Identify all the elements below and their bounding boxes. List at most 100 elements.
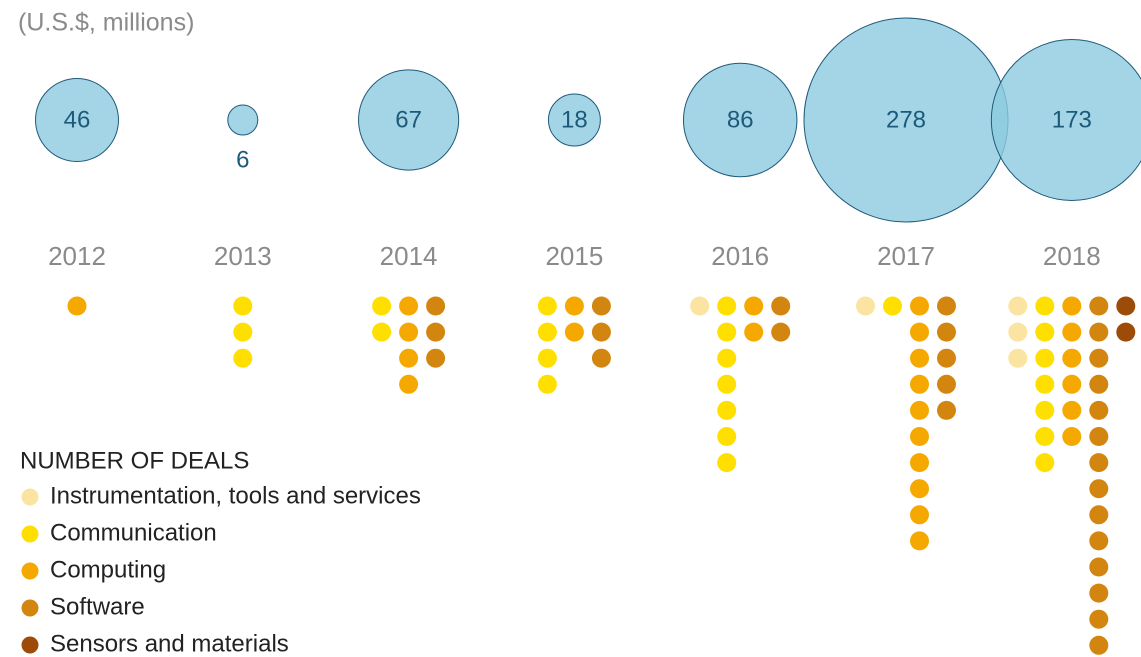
deal-dot [910, 296, 929, 316]
deal-dot [1089, 583, 1109, 603]
deal-dot [1089, 374, 1109, 394]
subtitle: (U.S.$, millions) [18, 9, 194, 37]
deal-dot [1062, 400, 1082, 420]
deal-dot [910, 505, 929, 525]
bubble [547, 93, 601, 147]
deal-dot [1089, 453, 1109, 473]
deal-dot [233, 322, 253, 342]
deal-dot [1035, 400, 1055, 420]
deal-dot [910, 427, 929, 446]
deal-dot [910, 479, 929, 499]
deal-dot [910, 374, 929, 394]
deal-dot [1062, 322, 1082, 342]
deal-dot [1089, 531, 1109, 551]
bubble-label: 173 [1052, 106, 1092, 133]
legend-swatch [21, 636, 39, 654]
deal-dot [717, 374, 737, 394]
deal-dot [426, 322, 446, 342]
deal-dot [1116, 322, 1136, 342]
legend-swatch [21, 599, 39, 617]
bubble [358, 69, 460, 171]
deal-dot [771, 296, 791, 316]
deal-dot [591, 322, 611, 342]
deal-dot [1089, 609, 1109, 629]
bubble [35, 78, 119, 162]
deal-dot [537, 374, 557, 394]
legend-swatch [21, 525, 39, 543]
deal-dot [717, 348, 737, 368]
deal-dot [717, 322, 737, 342]
deal-dot [717, 296, 737, 316]
legend-swatch [21, 562, 39, 580]
bubble-label: 6 [236, 146, 249, 173]
bubble [227, 104, 259, 136]
deal-dot [1089, 479, 1109, 499]
deal-dot [372, 322, 392, 342]
deal-dot [1008, 348, 1028, 368]
legend-label: Software [50, 593, 145, 620]
deal-dot [564, 322, 584, 342]
bubble-label: 46 [64, 106, 91, 133]
deal-dot [1035, 322, 1055, 342]
bubble [990, 39, 1141, 201]
deal-dot [717, 400, 737, 420]
deal-dot [1062, 348, 1082, 368]
bubble-label: 67 [395, 106, 422, 133]
deal-dot [372, 296, 392, 316]
deal-dot [426, 296, 446, 316]
year-label: 2014 [380, 241, 438, 271]
deal-dot [1089, 427, 1109, 446]
deal-dot [1008, 322, 1028, 342]
legend-label: Instrumentation, tools and services [50, 482, 421, 509]
deal-dot [399, 348, 419, 368]
legend-title: NUMBER OF DEALS [20, 447, 249, 474]
deal-dot [744, 296, 764, 316]
deal-dot [771, 322, 791, 342]
deal-dot [937, 374, 956, 394]
deal-dot [1089, 557, 1109, 577]
deal-dot [1089, 348, 1109, 368]
deal-dot [856, 296, 875, 316]
deal-dot [910, 453, 929, 473]
year-label: 2015 [545, 241, 603, 271]
deal-dot [1062, 374, 1082, 394]
deal-dot [910, 348, 929, 368]
deal-dot [937, 348, 956, 368]
deal-dot [1116, 296, 1136, 316]
year-label: 2012 [48, 241, 106, 271]
deal-dot [564, 296, 584, 316]
deal-dot [1089, 400, 1109, 420]
deal-dot [537, 322, 557, 342]
deal-dot [937, 322, 956, 342]
deal-dot [744, 322, 764, 342]
deal-dot [233, 296, 253, 316]
deal-dot [233, 348, 253, 368]
deal-dot [717, 453, 737, 473]
deal-dot [1089, 322, 1109, 342]
year-label: 2016 [711, 241, 769, 271]
deal-dot [937, 400, 956, 420]
deal-dot [1089, 296, 1109, 316]
deal-dot [690, 296, 710, 316]
deal-dot [910, 531, 929, 551]
deal-dot [67, 296, 87, 316]
year-label: 2017 [877, 241, 935, 271]
deal-dot [399, 296, 419, 316]
legend-label: Computing [50, 556, 166, 583]
deal-dot [591, 296, 611, 316]
legend-label: Sensors and materials [50, 630, 289, 657]
deal-dot [1035, 453, 1055, 473]
deal-dot [910, 400, 929, 420]
deal-dot [426, 348, 446, 368]
deal-dot [399, 322, 419, 342]
deal-dot [910, 322, 929, 342]
deal-dot [537, 348, 557, 368]
deal-dot [1008, 296, 1028, 316]
legend-swatch [21, 488, 39, 506]
legend-label: Communication [50, 519, 217, 546]
bubble-label: 86 [727, 106, 754, 133]
deal-dot [1089, 635, 1109, 655]
deal-dot [937, 296, 956, 316]
deal-dot [1035, 296, 1055, 316]
